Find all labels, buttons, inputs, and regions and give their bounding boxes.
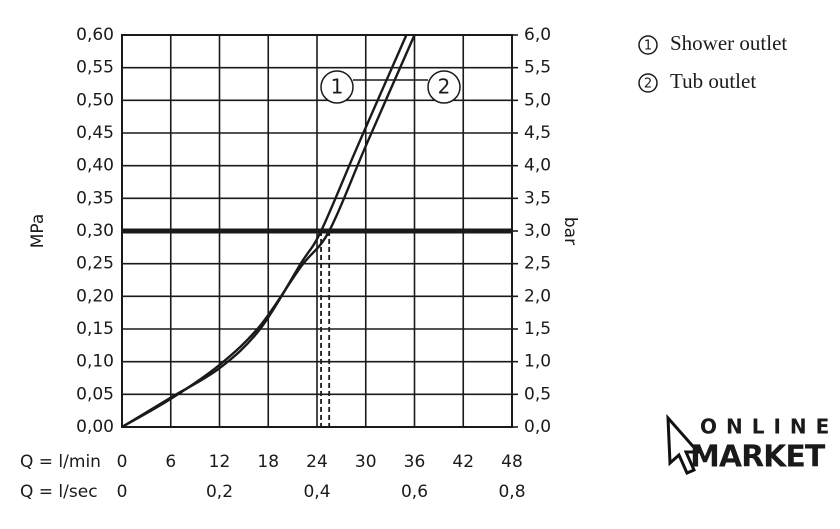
x2-tick-label: 0,8 xyxy=(498,482,525,502)
marker-label: 2 xyxy=(438,75,451,99)
x2-tick-label: 0,6 xyxy=(401,482,428,502)
y2-tick-label: 1,5 xyxy=(524,319,551,339)
x-tick-label: 12 xyxy=(209,452,231,472)
y2-axis-label: bar xyxy=(560,217,580,245)
y2-tick-label: 5,5 xyxy=(524,58,551,78)
y2-tick-label: 6,0 xyxy=(524,25,551,45)
legend-label: Shower outlet xyxy=(670,31,787,55)
x-tick-label: 0 xyxy=(117,452,128,472)
x2-axis-label: Q = l/sec xyxy=(20,482,98,502)
series-line xyxy=(121,34,416,429)
x2-tick-label: 0 xyxy=(117,482,128,502)
y2-tick-label: 2,5 xyxy=(524,254,551,274)
x-tick-label: 24 xyxy=(306,452,328,472)
y2-tick-label: 0,0 xyxy=(524,417,551,437)
y-tick-label: 0,60 xyxy=(76,25,114,45)
y-tick-label: 0,35 xyxy=(76,188,114,208)
x-tick-label: 36 xyxy=(404,452,426,472)
marker-label: 1 xyxy=(644,39,652,54)
marker-circle xyxy=(638,73,658,93)
y2-tick-label: 0,5 xyxy=(524,384,551,404)
logo-cursor xyxy=(666,413,702,475)
x-axis-label: Q = l/min xyxy=(20,452,101,472)
x-tick-label: 30 xyxy=(355,452,377,472)
y2-tick-label: 4,0 xyxy=(524,156,551,176)
marker-circle xyxy=(427,70,461,104)
y2-tick-label: 4,5 xyxy=(524,123,551,143)
y-tick-label: 0,45 xyxy=(76,123,114,143)
y-tick-label: 0,30 xyxy=(76,221,114,241)
y2-tick-label: 1,0 xyxy=(524,352,551,372)
y-tick-label: 0,25 xyxy=(76,254,114,274)
x2-tick-label: 0,2 xyxy=(206,482,233,502)
y2-tick-label: 5,0 xyxy=(524,90,551,110)
logo-line1: ONLINE xyxy=(700,415,838,439)
marker-label: 1 xyxy=(331,75,344,99)
x-tick-label: 42 xyxy=(452,452,474,472)
y-tick-label: 0,55 xyxy=(76,58,114,78)
y-tick-label: 0,10 xyxy=(76,352,114,372)
y-axis-label: MPa xyxy=(28,214,48,249)
y-tick-label: 0,20 xyxy=(76,286,114,306)
y2-tick-label: 2,0 xyxy=(524,286,551,306)
y-tick-label: 0,05 xyxy=(76,384,114,404)
marker-label: 2 xyxy=(644,77,652,92)
y2-tick-label: 3,0 xyxy=(524,221,551,241)
x-tick-label: 48 xyxy=(501,452,523,472)
marker-circle xyxy=(320,70,354,104)
y-tick-label: 0,00 xyxy=(76,417,114,437)
y-tick-label: 0,40 xyxy=(76,156,114,176)
marker-circle xyxy=(638,35,658,55)
x-tick-label: 6 xyxy=(165,452,176,472)
y-tick-label: 0,50 xyxy=(76,90,114,110)
logo-line2: MARKET xyxy=(690,440,826,475)
logo: ONLINE MARKET xyxy=(666,413,838,475)
x2-tick-label: 0,4 xyxy=(303,482,330,502)
legend-label: Tub outlet xyxy=(670,69,756,93)
y2-tick-label: 3,5 xyxy=(524,188,551,208)
x-tick-label: 18 xyxy=(257,452,279,472)
y-tick-label: 0,15 xyxy=(76,319,114,339)
